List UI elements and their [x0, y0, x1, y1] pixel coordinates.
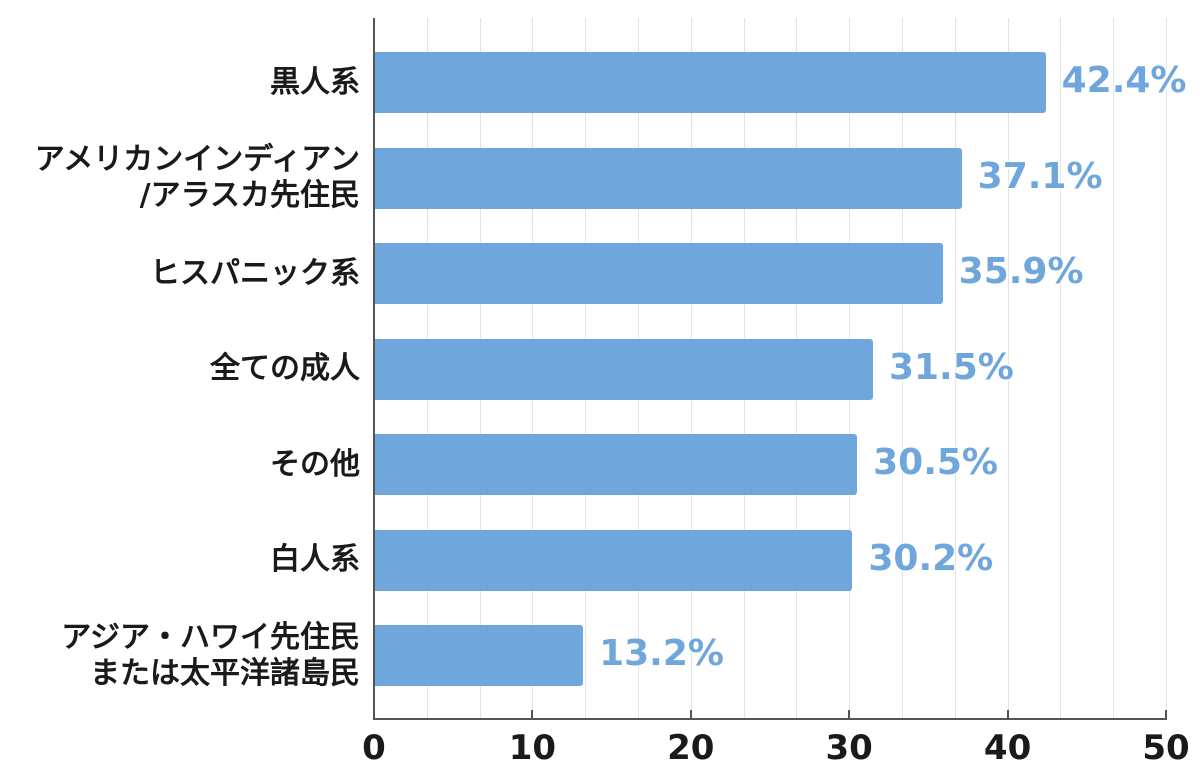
bar-value-label: 30.2%: [868, 537, 994, 579]
x-tick-label: 40: [983, 728, 1032, 768]
bar: [375, 529, 853, 591]
gridline: [1007, 18, 1009, 719]
bar: [375, 338, 873, 400]
bar: [375, 434, 858, 495]
x-tick-label: 20: [667, 728, 715, 768]
category-label: 全ての成人: [210, 351, 360, 386]
x-tick-label: 50: [1142, 728, 1190, 768]
bar-value-label: 42.4%: [1061, 60, 1187, 101]
bar: [375, 243, 943, 304]
x-tick-mark: [1165, 710, 1167, 720]
bar-value-label: 13.2%: [599, 633, 724, 674]
category-label: アメリカンインディアン /アラスカ先住民: [34, 142, 360, 213]
gridline: [902, 18, 903, 719]
x-tick-mark: [689, 710, 692, 720]
gridline: [1060, 18, 1062, 719]
bar-value-label: 31.5%: [888, 346, 1014, 388]
x-tick-label: 10: [508, 728, 557, 768]
bar-value-label: 35.9%: [958, 251, 1084, 292]
gridline: [954, 18, 956, 719]
category-label: ヒスパニック系: [150, 255, 360, 291]
bar-value-label: 37.1%: [977, 155, 1103, 197]
x-tick-mark: [848, 710, 851, 720]
bar: [375, 147, 962, 209]
x-tick-label: 30: [825, 728, 873, 768]
category-label: その他: [270, 446, 360, 482]
gridline: [1166, 18, 1167, 719]
y-axis-line: [373, 18, 375, 720]
category-label: 白人系: [270, 542, 360, 577]
category-label: 黒人系: [270, 64, 360, 100]
x-axis-line: [374, 718, 1167, 720]
category-label: アジア・ハワイ先住民 または太平洋諸島民: [61, 619, 360, 691]
x-tick-label: 0: [362, 728, 386, 768]
x-tick-mark: [1006, 710, 1009, 720]
bar: [375, 625, 584, 686]
x-tick-mark: [531, 710, 534, 720]
gridline: [1113, 18, 1115, 719]
bar-value-label: 30.5%: [873, 442, 999, 483]
x-tick-mark: [373, 710, 375, 720]
bar: [375, 52, 1046, 113]
